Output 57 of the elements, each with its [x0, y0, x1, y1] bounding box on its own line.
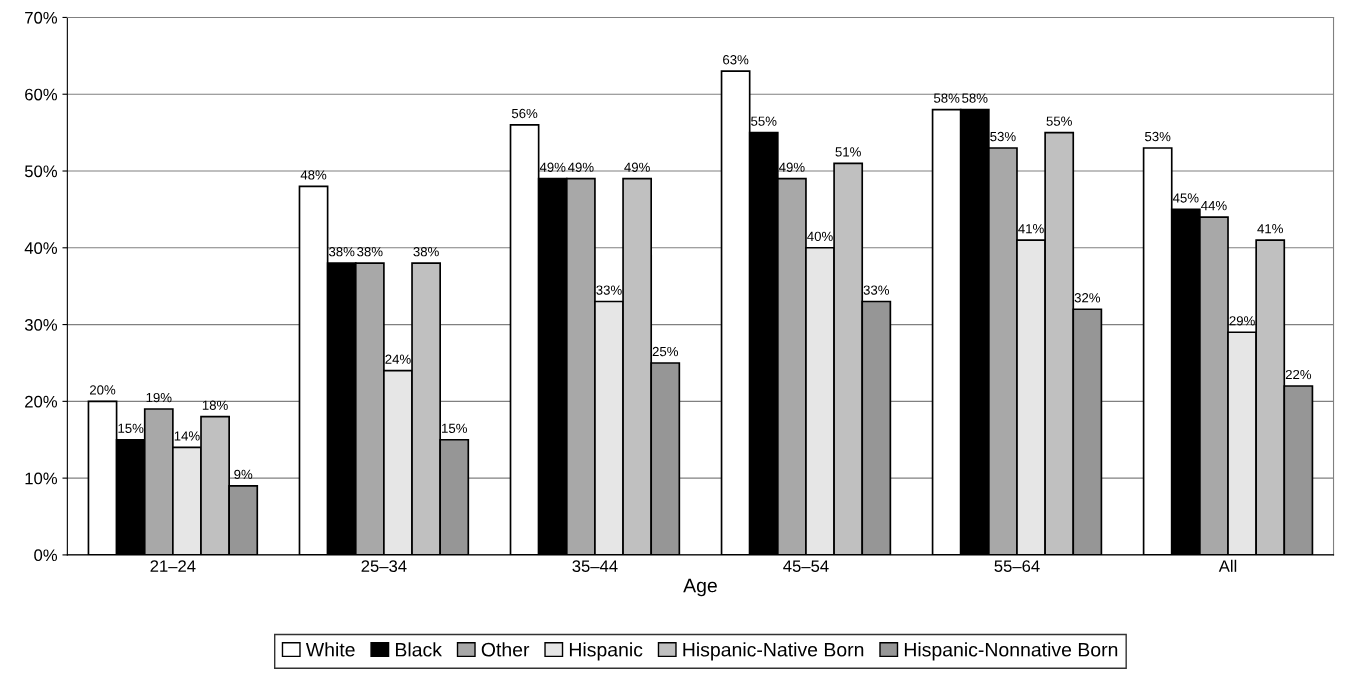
data-label: 53% — [990, 131, 1016, 142]
y-tick-label: 0% — [34, 549, 58, 562]
data-label: 55% — [751, 116, 777, 126]
data-label: 49% — [624, 162, 650, 172]
data-label: 56% — [511, 108, 538, 119]
y-tick-label: 50% — [24, 165, 58, 178]
data-label: 44% — [1201, 201, 1227, 211]
legend-label: Hispanic-Nonnative Born — [904, 642, 1118, 661]
data-label: 20% — [89, 385, 116, 395]
data-label: 58% — [962, 93, 988, 103]
data-label: 9% — [234, 469, 253, 480]
x-tick-label: 35–44 — [572, 560, 618, 573]
legend-label: White — [305, 642, 355, 657]
data-label: 18% — [202, 400, 228, 410]
legend-label: Other — [481, 642, 530, 657]
data-label: 14% — [174, 431, 200, 441]
data-label: 24% — [385, 354, 411, 364]
y-tick-label: 40% — [24, 242, 58, 254]
y-tick-label: 20% — [25, 395, 58, 408]
data-label: 51% — [835, 147, 861, 157]
x-tick-label: 45–54 — [783, 560, 829, 573]
x-tick-label: 55–64 — [994, 560, 1040, 573]
data-label: 41% — [1257, 224, 1283, 234]
legend-label: Hispanic — [569, 642, 643, 661]
data-label: 15% — [118, 423, 144, 433]
data-label: 40% — [807, 231, 833, 242]
data-label: 49% — [778, 162, 805, 172]
y-tick-label: 70% — [25, 11, 58, 24]
x-tick-label: 21–24 — [150, 560, 196, 572]
data-label: 15% — [442, 423, 467, 433]
data-label: 49% — [567, 162, 594, 172]
data-label: 38% — [357, 247, 383, 257]
data-label: 55% — [1046, 116, 1072, 126]
data-label: 38% — [328, 247, 355, 257]
data-label: 32% — [1074, 293, 1101, 303]
data-label: 19% — [146, 392, 172, 403]
legend-label: Black — [396, 642, 442, 657]
data-label: 49% — [539, 162, 566, 172]
y-tick-label: 10% — [25, 472, 58, 485]
data-label: 25% — [652, 346, 678, 357]
data-label: 41% — [1018, 224, 1044, 234]
x-tick-label: 25–34 — [361, 560, 407, 573]
x-axis-title: Age — [683, 578, 717, 597]
data-label: 48% — [300, 170, 327, 180]
data-label: 63% — [723, 55, 749, 65]
data-label: 58% — [933, 93, 960, 103]
data-label: 38% — [413, 247, 439, 257]
legend-label: Hispanic-Native Born — [683, 642, 864, 661]
data-label: 33% — [863, 285, 890, 295]
data-label: 45% — [1172, 193, 1199, 203]
y-tick-label: 30% — [24, 318, 58, 331]
x-tick-label: All — [1218, 559, 1237, 572]
y-tick-label: 60% — [25, 88, 58, 101]
data-label: 22% — [1285, 369, 1312, 380]
data-label: 29% — [1229, 316, 1255, 326]
data-label: 33% — [596, 285, 622, 295]
data-label: 53% — [1145, 131, 1171, 142]
